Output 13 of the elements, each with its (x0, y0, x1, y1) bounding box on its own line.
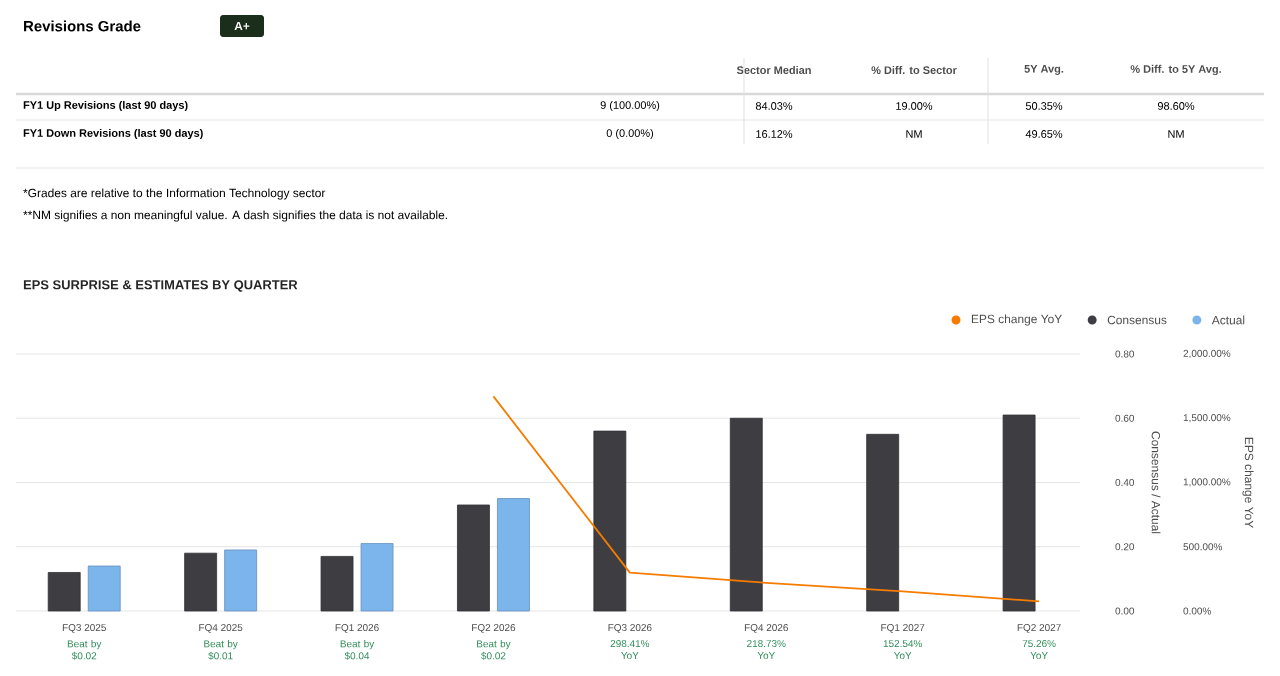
bar (47, 572, 81, 612)
bar (1002, 414, 1036, 612)
bar (224, 549, 258, 612)
bar (866, 433, 900, 612)
bar (457, 504, 490, 612)
line-series (492, 395, 1040, 603)
bar (320, 555, 354, 612)
bar (360, 543, 394, 612)
bar (87, 565, 121, 612)
bar (593, 430, 627, 612)
bar (184, 552, 218, 612)
bar (497, 498, 530, 612)
bar (729, 417, 763, 612)
